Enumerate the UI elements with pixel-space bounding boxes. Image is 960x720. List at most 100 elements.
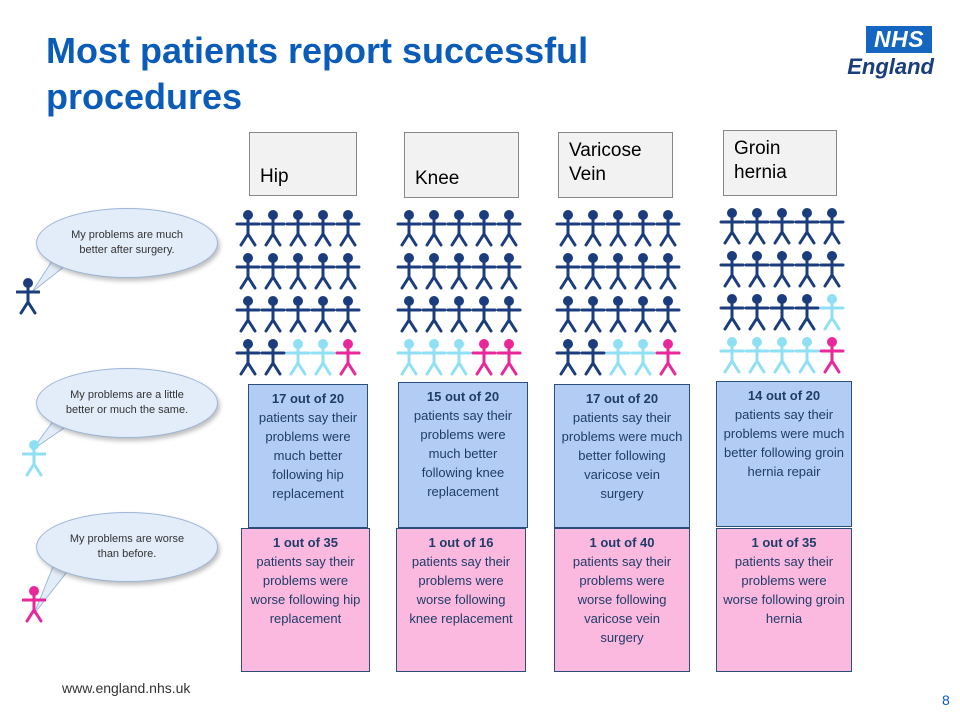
- stick-figure-icon: [496, 339, 522, 376]
- better-summary-text: patients say their problems were much be…: [561, 410, 683, 501]
- column-label-varicose-vein: Varicose Vein: [558, 132, 673, 198]
- stick-figure-icon: [744, 208, 770, 245]
- stick-figure-icon: [605, 253, 631, 290]
- worse-summary-lead: 1 out of 35: [751, 535, 817, 550]
- stick-figure-icon: [819, 251, 845, 288]
- stick-figure-icon: [22, 586, 46, 623]
- stick-figure-icon: [630, 253, 656, 290]
- stick-figure-icon: [769, 337, 795, 374]
- stick-figure-icon: [310, 253, 336, 290]
- page-number: 8: [942, 692, 950, 708]
- legend-worse: My problems are worse than before.: [10, 504, 230, 624]
- stick-figure-icon: [310, 210, 336, 247]
- stick-figure-icon: [605, 296, 631, 333]
- stick-figure-icon: [22, 586, 46, 623]
- legend-little-better: My problems are a little better or much …: [10, 360, 230, 480]
- stick-figure-icon: [555, 339, 581, 376]
- stick-figure-icon: [580, 210, 606, 247]
- better-summary-varicose-vein: 17 out of 20 patients say their problems…: [554, 384, 690, 528]
- stick-figure-icon: [285, 296, 311, 333]
- stick-figure-icon: [260, 339, 286, 376]
- stick-figure-icon: [421, 296, 447, 333]
- stick-figure-icon: [580, 296, 606, 333]
- stick-figure-icon: [719, 337, 745, 374]
- stick-figure-icon: [421, 339, 447, 376]
- stick-figure-icon: [335, 210, 361, 247]
- column-label-groin-hernia: Groin hernia: [723, 130, 837, 196]
- worse-summary-text: patients say their problems were worse f…: [250, 554, 361, 626]
- worse-summary-text: patients say their problems were worse f…: [572, 554, 672, 645]
- stick-figure-icon: [744, 337, 770, 374]
- stick-figure-icon: [335, 296, 361, 333]
- stick-figure-icon: [605, 339, 631, 376]
- stick-figure-icon: [446, 339, 472, 376]
- stick-figure-icon: [16, 278, 40, 315]
- stick-figure-icon: [630, 296, 656, 333]
- stick-figure-icon: [819, 337, 845, 374]
- worse-summary-text: patients say their problems were worse f…: [723, 554, 845, 626]
- stick-figure-icon: [794, 337, 820, 374]
- stick-figure-icon: [421, 210, 447, 247]
- stick-figure-icon: [555, 253, 581, 290]
- stick-figure-icon: [235, 210, 261, 247]
- stick-figure-icon: [719, 294, 745, 331]
- column-label-knee: Knee: [404, 132, 519, 198]
- stick-figure-icon: [471, 339, 497, 376]
- stick-figure-icon: [580, 339, 606, 376]
- nhs-england-logo: NHS England: [846, 26, 936, 80]
- figure-grid-groin-hernia: [719, 208, 845, 374]
- better-summary-text: patients say their problems were much be…: [258, 410, 358, 501]
- stick-figure-icon: [285, 339, 311, 376]
- stick-figure-icon: [655, 253, 681, 290]
- better-summary-groin-hernia: 14 out of 20 patients say their problems…: [716, 381, 852, 527]
- worse-summary-varicose-vein: 1 out of 40 patients say their problems …: [554, 528, 690, 672]
- stick-figure-icon: [421, 253, 447, 290]
- stick-figure-icon: [605, 210, 631, 247]
- stick-figure-icon: [794, 294, 820, 331]
- better-summary-text: patients say their problems were much be…: [723, 407, 845, 479]
- column-label-hip: Hip: [249, 132, 357, 196]
- stick-figure-icon: [260, 253, 286, 290]
- stick-figure-icon: [819, 208, 845, 245]
- stick-figure-icon: [285, 253, 311, 290]
- nhs-logo-org: England: [847, 54, 934, 79]
- stick-figure-icon: [446, 210, 472, 247]
- stick-figure-icon: [16, 278, 40, 315]
- stick-figure-icon: [719, 251, 745, 288]
- figure-grid-knee: [396, 210, 522, 376]
- stick-figure-icon: [744, 294, 770, 331]
- stick-figure-icon: [260, 210, 286, 247]
- stick-figure-icon: [769, 294, 795, 331]
- stick-figure-icon: [396, 296, 422, 333]
- stick-figure-icon: [655, 210, 681, 247]
- stick-figure-icon: [22, 440, 46, 477]
- stick-figure-icon: [744, 251, 770, 288]
- stick-figure-icon: [260, 296, 286, 333]
- stick-figure-icon: [580, 253, 606, 290]
- stick-figure-icon: [396, 339, 422, 376]
- figure-grid-varicose-vein: [555, 210, 681, 376]
- stick-figure-icon: [471, 296, 497, 333]
- speech-bubble: My problems are much better after surger…: [36, 208, 218, 278]
- stick-figure-icon: [496, 296, 522, 333]
- stick-figure-icon: [396, 210, 422, 247]
- worse-summary-groin-hernia: 1 out of 35 patients say their problems …: [716, 528, 852, 672]
- stick-figure-icon: [655, 339, 681, 376]
- better-summary-lead: 17 out of 20: [271, 391, 345, 406]
- stick-figure-icon: [471, 253, 497, 290]
- speech-bubble: My problems are a little better or much …: [36, 368, 218, 438]
- stick-figure-icon: [655, 296, 681, 333]
- stick-figure-icon: [630, 210, 656, 247]
- nhs-logo-box: NHS: [866, 26, 932, 53]
- worse-summary-knee: 1 out of 16 patients say their problems …: [396, 528, 526, 672]
- stick-figure-icon: [555, 210, 581, 247]
- figure-grid-hip: [235, 210, 361, 376]
- stick-figure-icon: [794, 251, 820, 288]
- stick-figure-icon: [471, 210, 497, 247]
- worse-summary-lead: 1 out of 40: [589, 535, 655, 550]
- stick-figure-icon: [446, 253, 472, 290]
- legend-much-better: My problems are much better after surger…: [10, 200, 230, 320]
- page-title: Most patients report successful procedur…: [46, 30, 589, 117]
- footer-url: www.england.nhs.uk: [62, 680, 191, 696]
- stick-figure-icon: [496, 210, 522, 247]
